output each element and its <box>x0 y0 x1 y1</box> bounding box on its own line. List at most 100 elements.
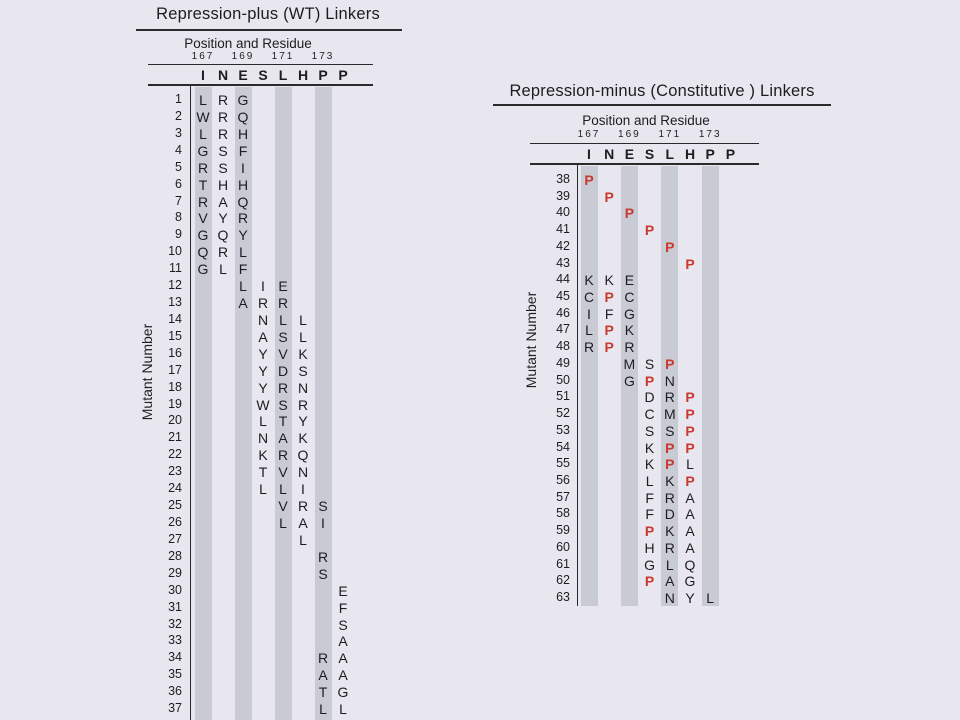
residue-letter: N <box>217 67 229 83</box>
mutant-number: 56 <box>556 472 570 487</box>
mutant-number: 55 <box>556 456 570 471</box>
mutant-number: 2 <box>175 108 182 123</box>
residue-cell: S <box>644 422 655 439</box>
mutant-number: 4 <box>175 142 182 157</box>
residue-cell: E <box>338 582 348 599</box>
residue-cell: R <box>277 295 289 312</box>
residue-cell: S <box>278 396 288 413</box>
position-number: 169 <box>618 129 641 140</box>
residue-cell: F <box>238 142 248 159</box>
column-shade-bar <box>620 166 638 606</box>
column-shade-bar <box>234 87 252 720</box>
column-shade-bar <box>701 166 719 606</box>
residue-cell: S <box>218 142 228 159</box>
column-shade-bar <box>194 87 212 720</box>
residue-letter: H <box>297 67 309 83</box>
residue-cell: P <box>685 472 695 489</box>
residue-cell: P <box>665 238 675 255</box>
residue-cell: V <box>278 464 288 481</box>
residue-cell: V <box>278 498 288 515</box>
mutant-number: 15 <box>168 328 182 343</box>
residue-cell: L <box>319 701 327 718</box>
residue-cell: D <box>664 506 675 523</box>
mutant-number: 30 <box>168 582 182 597</box>
residue-cell: P <box>604 289 614 306</box>
residue-cell: I <box>587 305 591 322</box>
mutant-number: 38 <box>556 172 570 186</box>
residue-cell: R <box>624 339 635 356</box>
residue-letter: N <box>604 146 615 162</box>
residue-cell: S <box>318 498 328 515</box>
residue-cell: R <box>217 92 229 108</box>
mutant-number: 16 <box>168 345 182 360</box>
residue-cell: R <box>664 539 675 556</box>
position-number: 169 <box>231 51 255 62</box>
residue-cell: Y <box>258 345 268 362</box>
residue-cell: P <box>644 222 655 239</box>
residue-cell: L <box>339 701 347 718</box>
residue-cell: G <box>684 573 696 590</box>
residue-cell: D <box>277 362 289 379</box>
residue-cell: H <box>237 125 249 142</box>
residue-cell: N <box>664 372 675 389</box>
residue-cell: N <box>257 430 269 447</box>
residue-letter: P <box>338 67 348 83</box>
mutant-number: 22 <box>168 447 182 462</box>
residue-cell: A <box>338 667 348 684</box>
residue-cell: Q <box>197 244 209 261</box>
residue-cell: L <box>199 125 207 142</box>
residue-cell: L <box>585 322 593 339</box>
mutant-number: 60 <box>556 539 570 554</box>
mutant-number: 20 <box>168 413 182 428</box>
residue-cell: C <box>624 289 635 306</box>
mutant-number: 52 <box>556 406 570 421</box>
residue-cell: A <box>218 193 228 210</box>
residue-cell: L <box>686 456 694 473</box>
position-residue-heading: Position and Residue <box>582 113 710 128</box>
residues-rule <box>530 162 759 165</box>
residue-letter: S <box>644 146 655 162</box>
mutant-number: 14 <box>168 311 182 326</box>
residue-cell: I <box>261 278 265 295</box>
mutant-number: 21 <box>168 430 182 445</box>
residue-cell: W <box>256 396 270 413</box>
mutant-number: 50 <box>556 372 570 387</box>
residue-cell: P <box>584 172 594 188</box>
residue-cell: L <box>299 311 307 328</box>
residue-cell: Q <box>217 227 229 244</box>
positions-rule <box>148 63 373 65</box>
residue-cell: A <box>685 489 695 506</box>
axis-line <box>576 165 578 606</box>
residue-cell: G <box>623 372 635 389</box>
residue-cell: S <box>218 159 228 176</box>
residue-cell: N <box>257 311 269 328</box>
mutant-number: 19 <box>168 396 182 411</box>
residue-cell: H <box>644 539 655 556</box>
residue-cell: A <box>685 523 695 540</box>
mutant-number: 13 <box>168 295 182 310</box>
residue-cell: P <box>665 355 675 372</box>
column-shade-bar <box>314 87 332 720</box>
mutant-number: 43 <box>556 255 570 270</box>
residue-letter: H <box>684 146 696 162</box>
residue-cell: P <box>665 439 675 456</box>
mutant-number: 5 <box>175 159 182 174</box>
mutant-number: 26 <box>168 515 182 529</box>
residue-letter: L <box>278 67 288 83</box>
residue-cell: Y <box>218 210 228 227</box>
residue-cell: R <box>583 339 595 356</box>
residue-cell: E <box>624 272 635 289</box>
residue-cell: G <box>197 261 209 278</box>
mutant-number: 63 <box>556 590 570 604</box>
residue-cell: K <box>665 523 675 540</box>
residue-cell: Y <box>258 379 268 396</box>
mutant-number: 61 <box>556 556 570 571</box>
residue-letter: I <box>201 67 205 83</box>
residue-cell: P <box>685 439 695 456</box>
mutant-number: 12 <box>168 278 182 293</box>
position-number: 171 <box>271 51 295 62</box>
mutant-number: 46 <box>556 305 570 320</box>
column-shade-bar <box>580 166 598 606</box>
